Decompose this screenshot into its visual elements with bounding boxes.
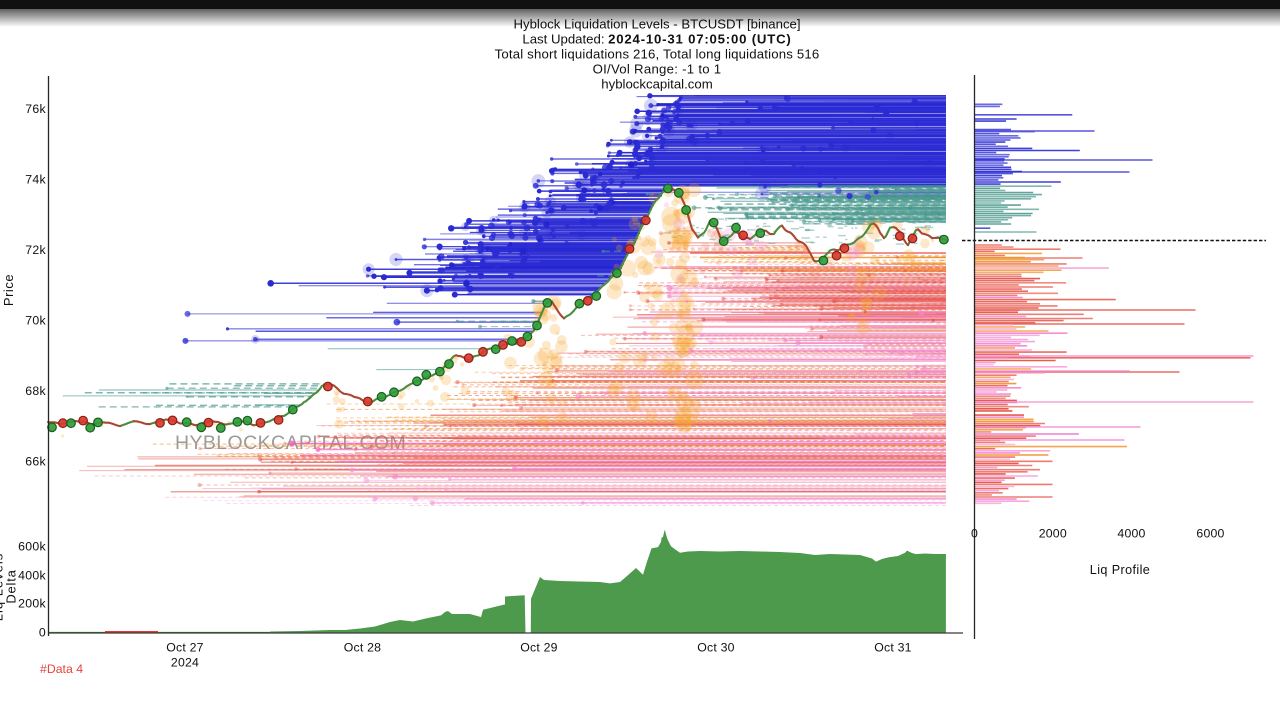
svg-text:70k: 70k [25, 313, 46, 327]
svg-text:200k: 200k [18, 596, 46, 610]
svg-text:Delta: Delta [4, 569, 19, 603]
svg-text:Oct 29: Oct 29 [520, 641, 557, 655]
svg-text:400k: 400k [18, 568, 46, 582]
svg-text:6000: 6000 [1196, 527, 1224, 541]
svg-text:76k: 76k [25, 102, 46, 116]
svg-text:0: 0 [39, 625, 46, 639]
svg-text:OI/Vol Range: -1 to 1: OI/Vol Range: -1 to 1 [593, 61, 722, 76]
svg-text:74k: 74k [25, 172, 46, 186]
svg-text:66k: 66k [25, 454, 46, 468]
svg-text:Price: Price [1, 274, 16, 306]
svg-text:600k: 600k [18, 539, 46, 553]
svg-text:72k: 72k [25, 243, 46, 257]
svg-text:2024: 2024 [171, 656, 199, 670]
svg-text:68k: 68k [25, 384, 46, 398]
svg-text:Oct 30: Oct 30 [697, 641, 734, 655]
svg-text:2000: 2000 [1039, 527, 1067, 541]
svg-text:Oct 27: Oct 27 [166, 641, 203, 655]
svg-text:#Data 4: #Data 4 [40, 662, 83, 676]
svg-text:Total short liquidations 216,: Total short liquidations 216, Total long… [495, 46, 820, 61]
svg-text:0: 0 [971, 527, 978, 541]
svg-text:Oct 31: Oct 31 [874, 641, 911, 655]
svg-text:Oct 28: Oct 28 [344, 641, 381, 655]
svg-text:hyblockcapital.com: hyblockcapital.com [601, 76, 712, 91]
svg-text:4000: 4000 [1117, 527, 1145, 541]
svg-text:Last Updated: 2024-10-31 07:05: Last Updated: 2024-10-31 07:05:00 (UTC) [522, 31, 791, 46]
svg-text:Liq Levels: Liq Levels [0, 553, 6, 622]
svg-text:Liq Profile: Liq Profile [1090, 563, 1150, 577]
